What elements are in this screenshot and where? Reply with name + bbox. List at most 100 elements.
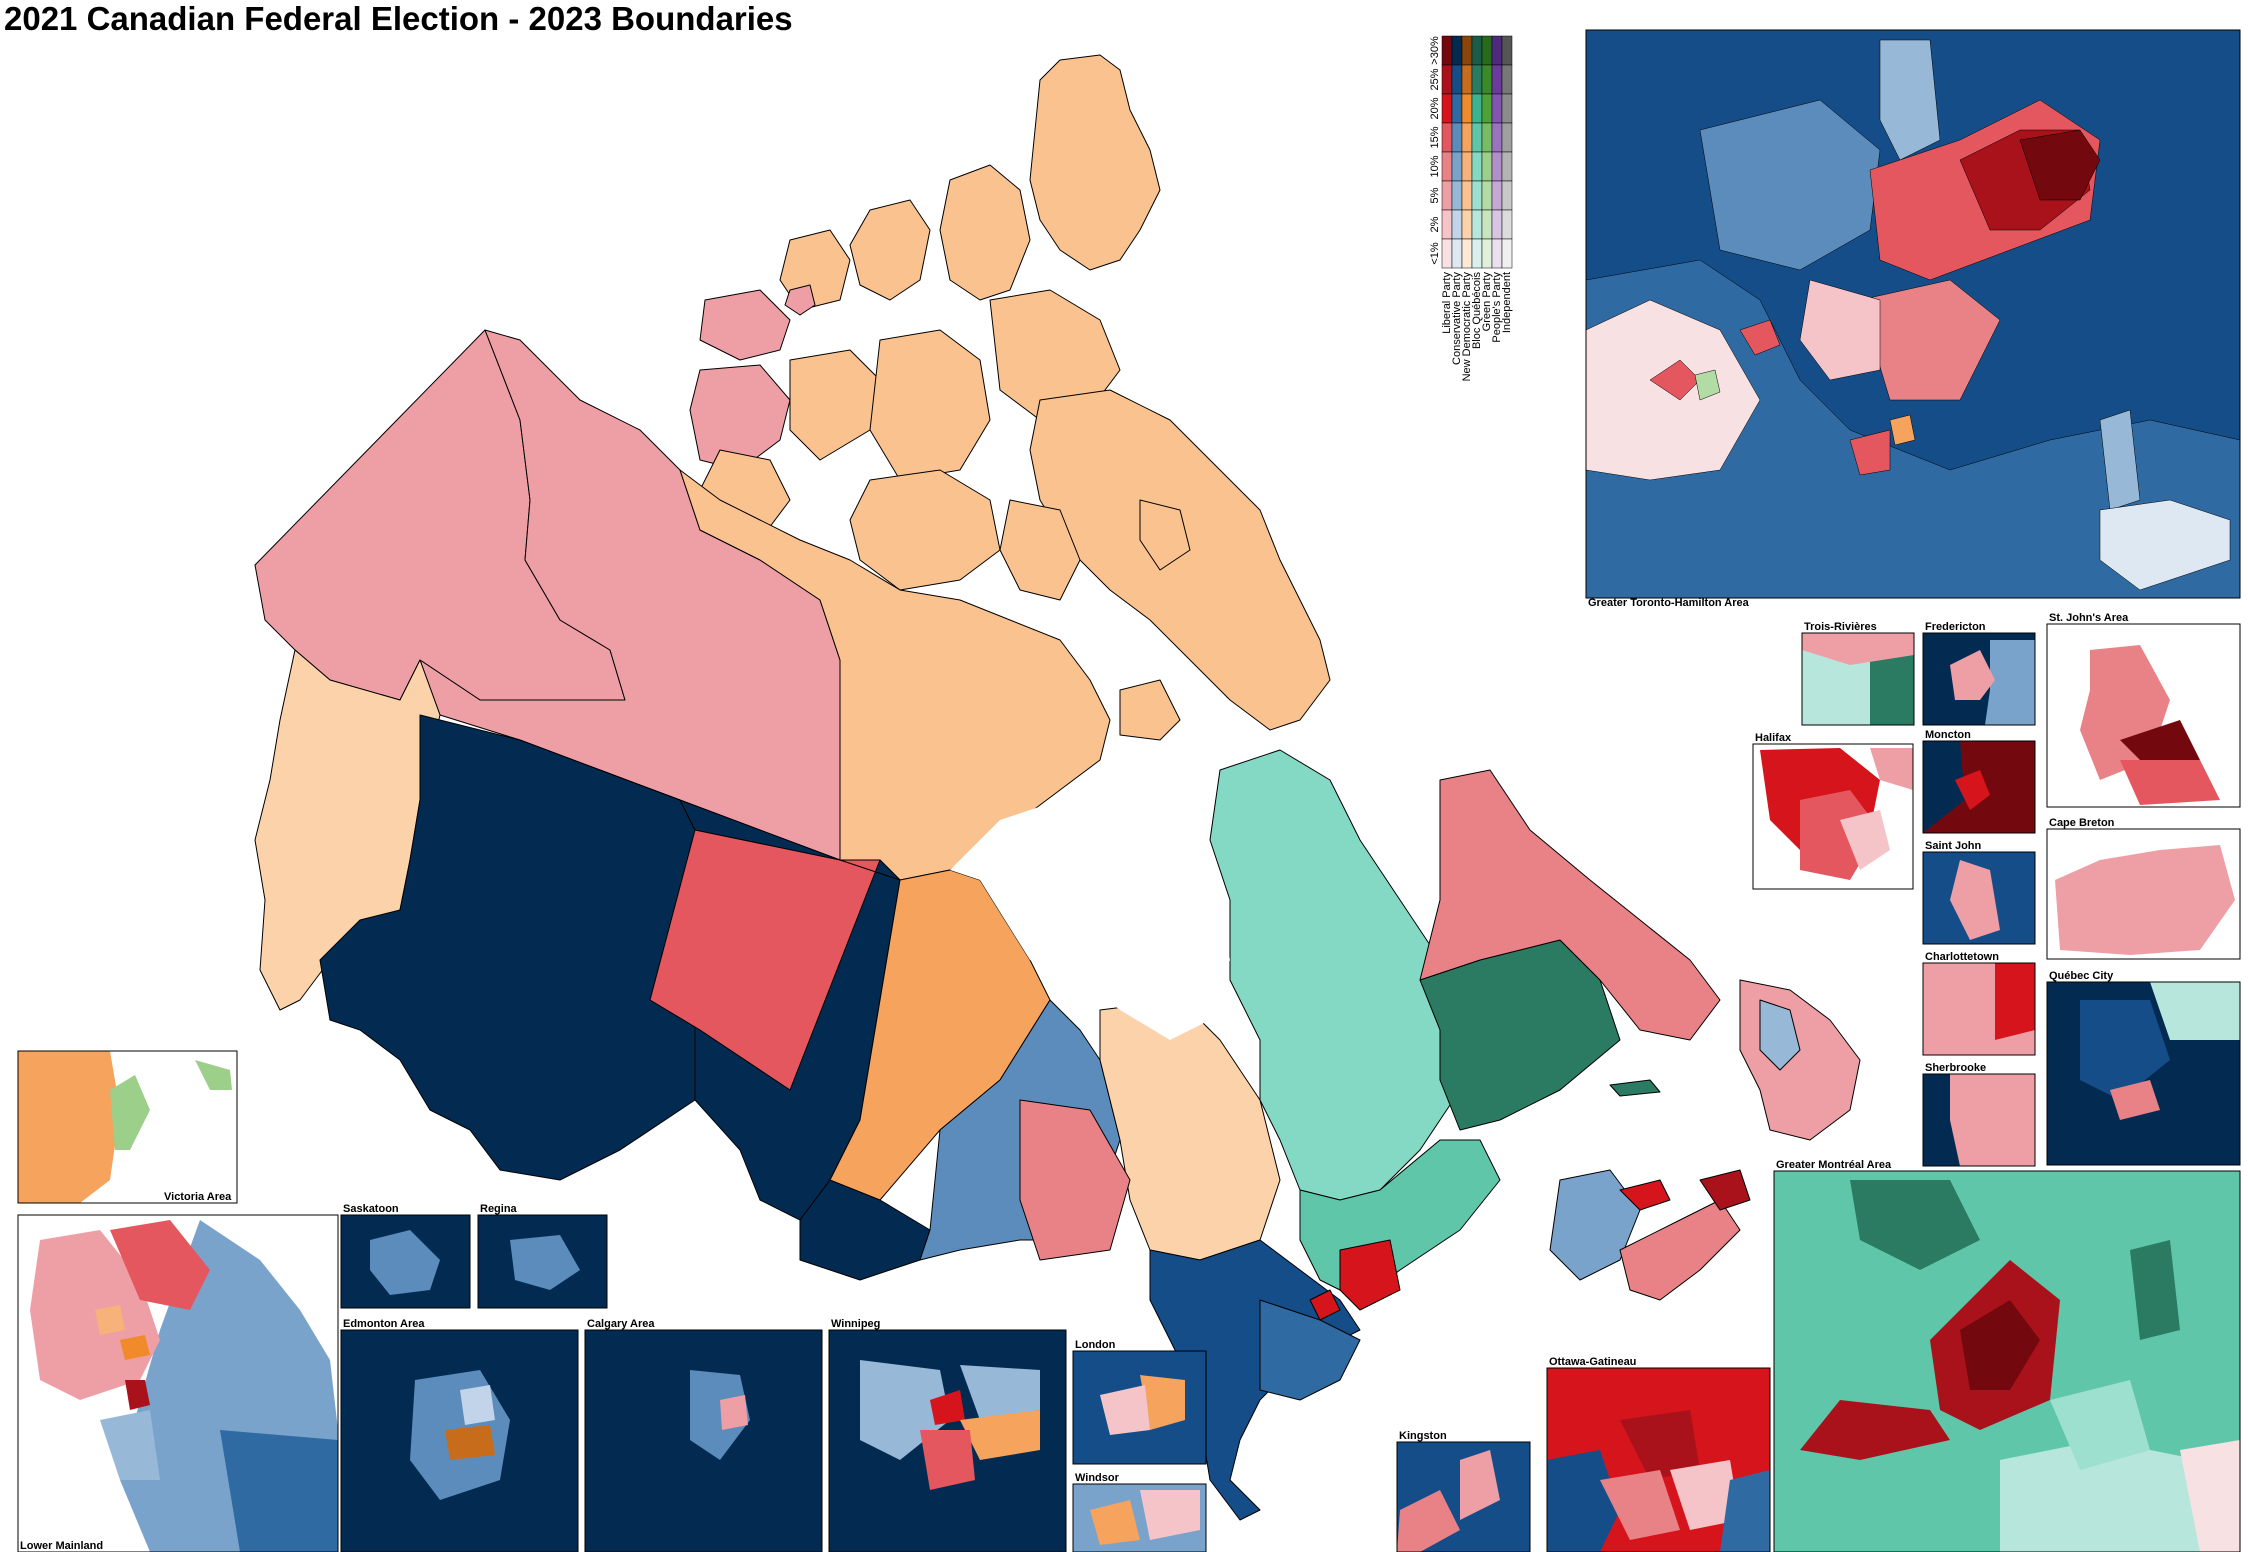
legend-swatch: [1461, 93, 1473, 124]
inset-label: Trois-Rivières: [1804, 621, 1877, 633]
main-map: [254, 54, 1861, 1521]
legend-swatch: [1501, 122, 1513, 153]
hudson-bay: [950, 800, 1230, 1040]
inset-label: Windsor: [1075, 1472, 1120, 1484]
legend-swatch: [1451, 209, 1463, 240]
legend-swatch: [1451, 93, 1463, 124]
legend-swatch: [1451, 151, 1463, 182]
legend-margin-label: <1%: [1429, 242, 1441, 265]
legend-party-label: People's Party: [1491, 272, 1503, 343]
region-nova-scotia: [1619, 1199, 1741, 1301]
legend-swatch: [1481, 151, 1493, 182]
insets: Greater Toronto-Hamilton Area Trois-Rivi…: [17, 29, 2241, 1552]
inset-label: Winnipeg: [831, 1318, 880, 1330]
inset-london: London: [1072, 1339, 1207, 1465]
legend-swatch: [1491, 93, 1503, 124]
inset-winnipeg: Winnipeg: [828, 1318, 1067, 1552]
legend-swatch: [1451, 35, 1463, 66]
inset-charlottetown: Charlottetown: [1922, 951, 2036, 1056]
inset-sherbrooke: Sherbrooke: [1922, 1062, 2036, 1167]
inset-regina: Regina: [477, 1203, 608, 1309]
legend-margin-label: 25%: [1429, 68, 1441, 90]
arctic-island-6: [689, 364, 791, 471]
arctic-island-9: [989, 289, 1121, 421]
inset-lower-mainland: Lower Mainland: [17, 1214, 339, 1552]
inset-label: Québec City: [2049, 970, 2114, 982]
legend-margin-label: 20%: [1429, 97, 1441, 119]
inset-label: Saskatoon: [343, 1203, 399, 1215]
riding-quebec-liberal: [1339, 1239, 1401, 1311]
legend-swatch: [1441, 64, 1453, 95]
legend-party-label: Bloc Québécois: [1471, 272, 1483, 350]
legend-swatch: [1471, 238, 1483, 269]
inset-calgary: Calgary Area: [584, 1318, 823, 1552]
legend-swatch: [1501, 209, 1513, 240]
inset-label: Greater Toronto-Hamilton Area: [1588, 597, 1750, 609]
region-newfoundland: [1739, 979, 1861, 1141]
legend-swatch: [1471, 122, 1483, 153]
legend-swatch: [1451, 180, 1463, 211]
riding-nl-con: [1759, 999, 1801, 1071]
inset-label: Charlottetown: [1925, 951, 1999, 963]
arctic-island-13: [1139, 499, 1191, 571]
legend-party-label: Independent: [1501, 272, 1513, 333]
legend-margin-label: 5%: [1429, 187, 1441, 203]
inset-label: Kingston: [1399, 1430, 1447, 1442]
inset-saint-john: Saint John: [1922, 840, 2036, 945]
inset-label: Halifax: [1755, 732, 1792, 744]
legend-swatch: [1501, 238, 1513, 269]
legend-margin-label: 10%: [1429, 155, 1441, 177]
inset-quebec-city: Québec City: [2046, 970, 2241, 1166]
legend-swatch: [1471, 180, 1483, 211]
legend: [1441, 35, 1513, 269]
legend-swatch: [1471, 151, 1483, 182]
arctic-island-2: [849, 199, 931, 301]
inset-label: Regina: [480, 1203, 518, 1215]
legend-swatch: [1491, 122, 1503, 153]
legend-swatch: [1481, 93, 1493, 124]
arctic-island-1: [939, 164, 1031, 301]
inset-label: Greater Montréal Area: [1776, 1159, 1892, 1171]
legend-swatch: [1441, 122, 1453, 153]
legend-swatch: [1461, 122, 1473, 153]
legend-margin-label: >30%: [1429, 36, 1441, 65]
inset-ottawa: Ottawa-Gatineau: [1546, 1356, 1771, 1552]
legend-swatch: [1461, 180, 1473, 211]
arctic-island-ellesmere: [1029, 54, 1161, 271]
legend-margin-label: 2%: [1429, 216, 1441, 232]
inset-label: London: [1075, 1339, 1116, 1351]
inset-trois-rivieres: Trois-Rivières: [1801, 621, 1915, 726]
legend-swatch: [1491, 180, 1503, 211]
legend-swatch: [1481, 35, 1493, 66]
inset-halifax: Halifax: [1752, 732, 1914, 890]
region-cape-breton: [1699, 1169, 1751, 1211]
inset-edmonton: Edmonton Area: [340, 1318, 579, 1552]
inset-label: Calgary Area: [587, 1318, 655, 1330]
arctic-island-victoria: [849, 469, 1001, 591]
inset-moncton: Moncton: [1922, 729, 2036, 834]
inset-label: Saint John: [1925, 840, 1982, 852]
inset-st-johns: St. John's Area: [2046, 612, 2241, 808]
inset-label: Fredericton: [1925, 621, 1986, 633]
inset-saskatoon: Saskatoon: [340, 1203, 471, 1309]
region-manitoba-south: [799, 1179, 931, 1281]
legend-swatch: [1491, 151, 1503, 182]
arctic-island-11: [999, 499, 1081, 601]
legend-swatch: [1501, 180, 1513, 211]
inset-fredericton: Fredericton: [1922, 621, 2036, 726]
inset-label: St. John's Area: [2049, 612, 2129, 624]
arctic-island-8: [869, 329, 991, 481]
legend-party-label: Liberal Party: [1441, 272, 1453, 334]
map-title: 2021 Canadian Federal Election - 2023 Bo…: [4, 0, 793, 37]
island-anticosti: [1609, 1079, 1661, 1097]
region-new-brunswick: [1549, 1169, 1641, 1281]
legend-swatch: [1501, 35, 1513, 66]
legend-party-label: Green Party: [1481, 272, 1493, 332]
region-ontario-ridings: [1019, 1099, 1131, 1261]
region-labrador: [1419, 769, 1721, 1041]
region-gta: [1309, 1289, 1341, 1321]
legend-margin-label: 15%: [1429, 126, 1441, 148]
legend-swatch: [1451, 122, 1463, 153]
legend-swatch: [1451, 238, 1463, 269]
